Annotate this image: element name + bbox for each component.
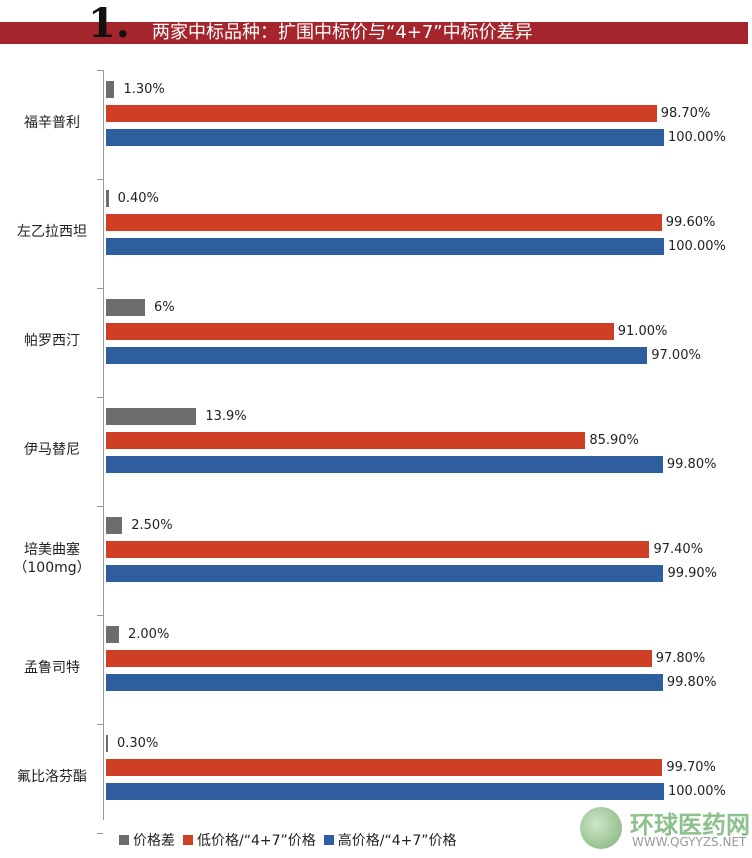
data-label: 0.40%	[117, 191, 159, 206]
data-label: 100.00%	[668, 130, 726, 145]
data-label: 97.80%	[655, 651, 706, 666]
category-label: 福辛普利	[24, 114, 80, 131]
data-label: 97.00%	[651, 348, 701, 363]
watermark-en: WWW.QGYYZS.NET	[632, 835, 747, 849]
bar-gap	[106, 626, 119, 643]
legend-label: 价格差	[133, 833, 175, 849]
data-label: 0.30%	[117, 736, 159, 751]
bar-low	[106, 323, 614, 340]
data-label: 99.80%	[666, 675, 717, 690]
bar-gap	[106, 190, 109, 207]
bar-high	[106, 565, 664, 582]
bar-high	[106, 783, 664, 800]
bar-low	[106, 214, 662, 231]
category-label: 伊马替尼	[24, 441, 80, 458]
data-label: 2.50%	[131, 518, 173, 533]
bar-gap	[106, 81, 115, 98]
bar-high	[106, 456, 663, 473]
data-label: 85.90%	[589, 433, 639, 448]
legend: 价格差 低价格/“4+7”价格 高价格/“4+7”价格	[115, 830, 457, 850]
bar-gap	[106, 517, 123, 534]
bar-high	[106, 347, 648, 364]
bar-low	[106, 759, 663, 776]
axis-tick	[97, 615, 103, 616]
data-label: 100.00%	[668, 239, 726, 254]
bar-high	[106, 129, 664, 146]
chart-title: 两家中标品种：扩围中标价与“4+7”中标价差异	[152, 22, 533, 43]
bar-low	[106, 650, 652, 667]
bar-low	[106, 432, 586, 449]
bar-low	[106, 105, 657, 122]
category-label: 孟鲁司特	[24, 659, 80, 676]
bar-gap	[106, 735, 108, 752]
category-axis	[103, 70, 104, 820]
data-label: 99.60%	[665, 215, 716, 230]
data-label: 99.70%	[666, 760, 716, 775]
axis-tick	[97, 506, 103, 507]
data-label: 100.00%	[668, 784, 726, 799]
data-label: 13.9%	[205, 409, 247, 424]
bar-low	[106, 541, 650, 558]
legend-label: 高价格/“4+7”价格	[337, 833, 457, 849]
axis-tick	[97, 70, 103, 71]
axis-tick	[97, 833, 103, 834]
bar-gap	[106, 408, 197, 425]
axis-tick	[97, 179, 103, 180]
legend-swatch	[323, 835, 334, 845]
axis-tick	[97, 397, 103, 398]
data-label: 97.40%	[653, 542, 704, 557]
data-label: 91.00%	[617, 324, 668, 339]
data-label: 6%	[154, 300, 175, 315]
category-label: 培美曲塞 （100mg）	[13, 541, 91, 576]
watermark-cn: 环球医药网	[630, 811, 750, 839]
data-label: 1.30%	[123, 82, 165, 97]
section-number: 1.	[88, 0, 130, 47]
data-label: 2.00%	[128, 627, 170, 642]
globe-logo-icon	[580, 807, 622, 849]
legend-swatch	[119, 835, 129, 845]
category-label: 左乙拉西坦	[17, 223, 87, 240]
bar-gap	[106, 299, 145, 316]
axis-tick	[97, 724, 103, 725]
category-label: 氟比洛芬酯	[17, 768, 87, 785]
legend-swatch	[183, 835, 193, 845]
bar-high	[106, 238, 664, 255]
data-label: 99.80%	[666, 457, 717, 472]
axis-tick	[97, 288, 103, 289]
bar-high	[106, 674, 663, 691]
legend-label: 低价格/“4+7”价格	[197, 833, 316, 849]
data-label: 98.70%	[660, 106, 711, 121]
title-banner	[0, 22, 748, 44]
data-label: 99.90%	[667, 566, 718, 581]
category-label: 帕罗西汀	[24, 332, 80, 349]
